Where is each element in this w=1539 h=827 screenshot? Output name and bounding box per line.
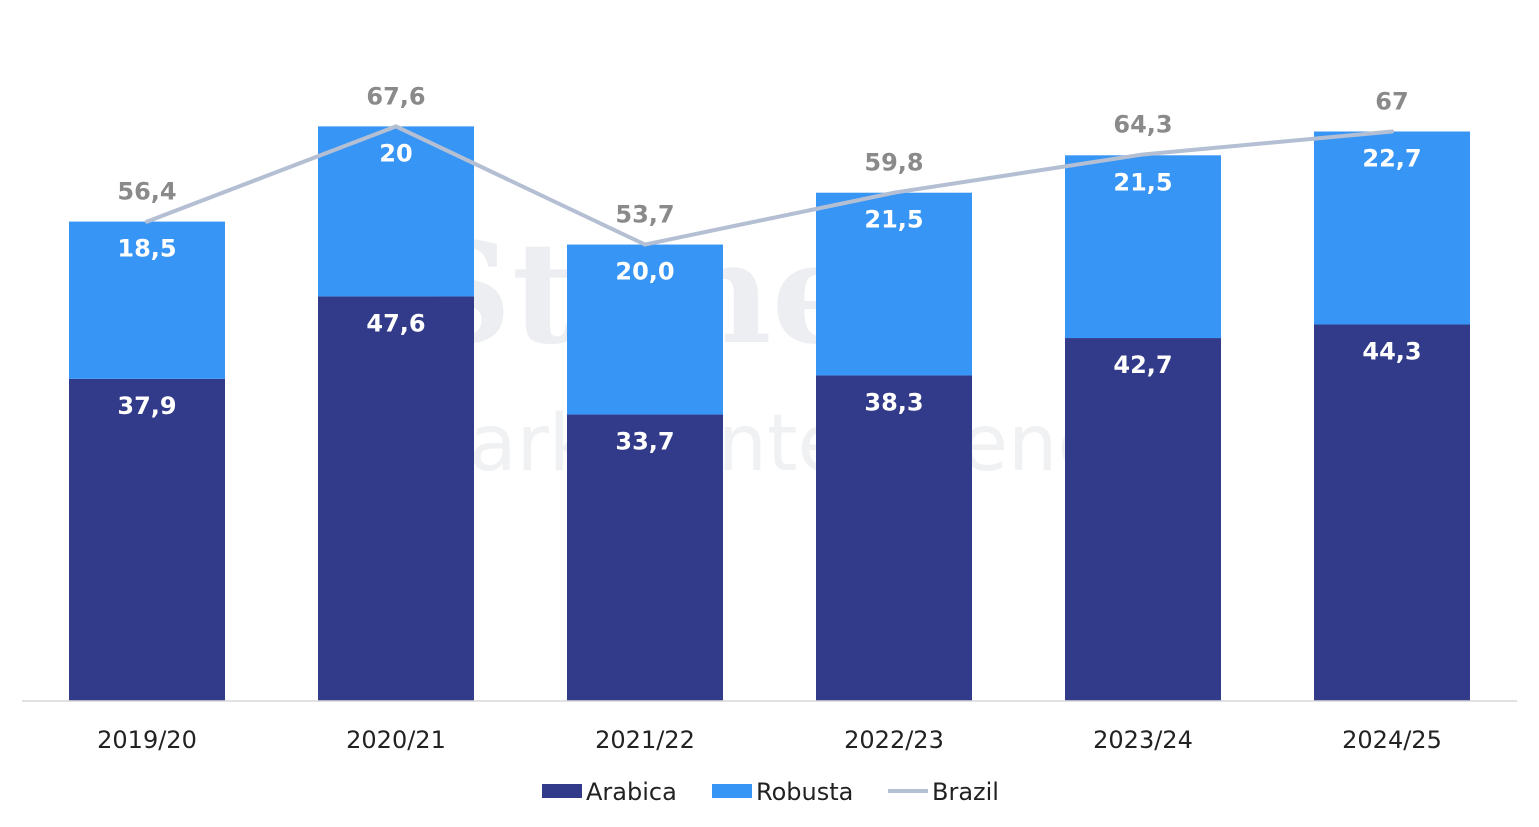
x-tick-label: 2019/20 bbox=[97, 726, 197, 754]
arabica-bar bbox=[69, 378, 225, 701]
brazil-line-point bbox=[643, 242, 647, 247]
x-axis-labels: 2019/20 2020/21 2021/22 2022/23 2023/24 2024/… bbox=[97, 726, 1442, 754]
brazil-line bbox=[145, 124, 1394, 247]
watermark-subtitle: Market Intelligence bbox=[402, 399, 1149, 489]
robusta-bar bbox=[69, 221, 225, 379]
brazil-data-label: 67,6 bbox=[366, 82, 425, 110]
brazil-line-point bbox=[1390, 129, 1394, 134]
x-tick-label: 2024/25 bbox=[1342, 726, 1442, 754]
x-tick-label: 2022/23 bbox=[844, 726, 944, 754]
legend-swatch-arabica bbox=[542, 784, 582, 798]
watermark: StoneX Market Intelligence bbox=[402, 212, 1149, 489]
robusta-bar bbox=[816, 192, 972, 376]
brazil-data-label: 59,8 bbox=[864, 149, 923, 177]
robusta-data-label: 22,7 bbox=[1362, 145, 1421, 173]
arabica-bar bbox=[567, 414, 723, 701]
robusta-bar bbox=[1314, 131, 1470, 325]
arabica-bar bbox=[1314, 324, 1470, 701]
brazil-data-label: 56,4 bbox=[117, 178, 176, 206]
arabica-data-label: 42,7 bbox=[1113, 351, 1172, 379]
line-series-group: 56,4 67,6 53,7 59,8 64,3 67 bbox=[117, 82, 1409, 247]
brazil-line-point bbox=[1141, 152, 1145, 157]
arabica-bar bbox=[1065, 338, 1221, 701]
brazil-line-point bbox=[394, 124, 398, 129]
arabica-data-label: 47,6 bbox=[366, 309, 425, 337]
robusta-data-label: 20 bbox=[379, 139, 412, 167]
legend-label-brazil: Brazil bbox=[932, 778, 999, 806]
legend: Arabica Robusta Brazil bbox=[542, 778, 999, 806]
legend-label-arabica: Arabica bbox=[586, 778, 677, 806]
bar-series-group: 37,9 18,5 47,6 20 33,7 20,0 38,3 21,5 42,7 21,5 44… bbox=[69, 126, 1470, 701]
arabica-data-label: 44,3 bbox=[1362, 337, 1421, 365]
brazil-data-label: 64,3 bbox=[1113, 110, 1172, 138]
x-tick-label: 2023/24 bbox=[1093, 726, 1193, 754]
robusta-data-label: 20,0 bbox=[615, 258, 674, 286]
robusta-bar bbox=[1065, 155, 1221, 339]
brazil-line-point bbox=[892, 190, 896, 195]
arabica-data-label: 37,9 bbox=[117, 392, 176, 420]
x-tick-label: 2020/21 bbox=[346, 726, 446, 754]
brazil-data-label: 53,7 bbox=[615, 201, 674, 229]
robusta-data-label: 21,5 bbox=[1113, 168, 1172, 196]
arabica-bar bbox=[318, 296, 474, 701]
robusta-data-label: 18,5 bbox=[117, 235, 176, 263]
legend-swatch-robusta bbox=[712, 784, 752, 798]
x-tick-label: 2021/22 bbox=[595, 726, 695, 754]
arabica-data-label: 33,7 bbox=[615, 428, 674, 456]
arabica-data-label: 38,3 bbox=[864, 388, 923, 416]
arabica-bar bbox=[816, 375, 972, 701]
legend-label-robusta: Robusta bbox=[756, 778, 853, 806]
robusta-bar bbox=[318, 126, 474, 297]
robusta-bar bbox=[567, 244, 723, 415]
brazil-line-point bbox=[145, 219, 149, 224]
brazil-data-label: 67 bbox=[1375, 88, 1408, 116]
robusta-data-label: 21,5 bbox=[864, 206, 923, 234]
